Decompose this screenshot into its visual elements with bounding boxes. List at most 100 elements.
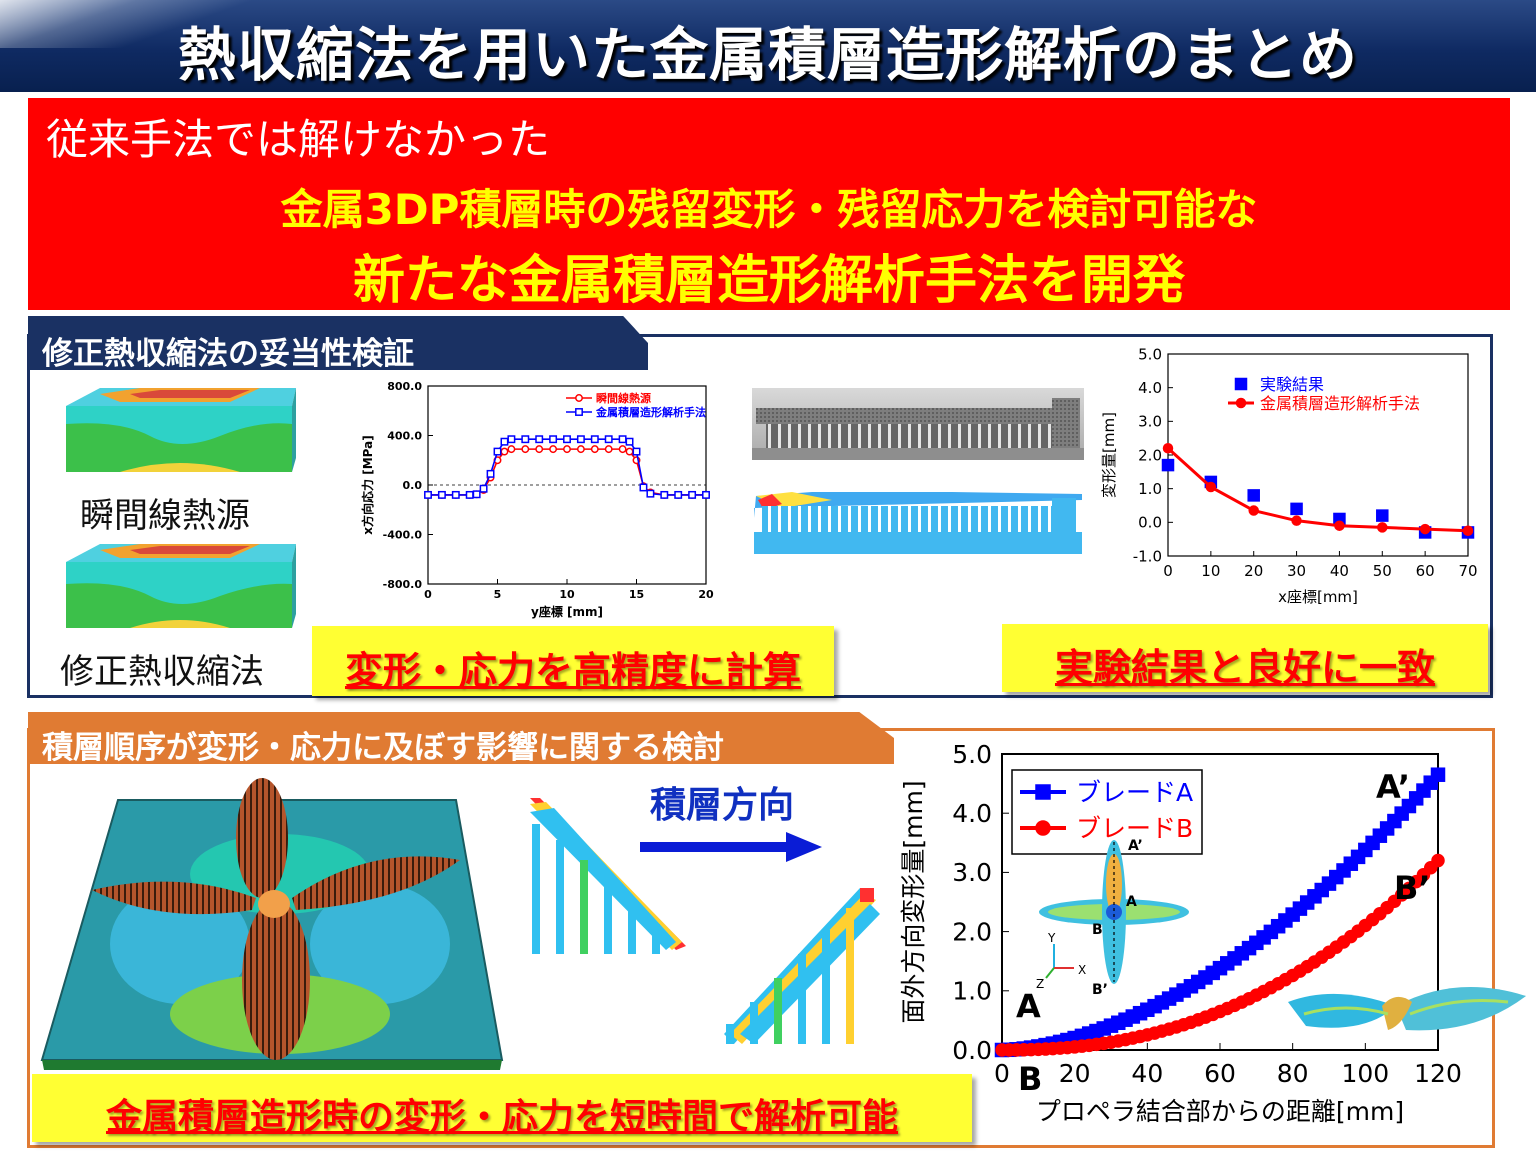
data-point — [1419, 523, 1431, 535]
data-point — [1377, 522, 1388, 533]
data-point — [1290, 502, 1303, 516]
x-tick-label: 20 — [1059, 1059, 1091, 1088]
callout-agreement: 実験結果と良好に一致 — [1002, 624, 1488, 692]
data-point — [1205, 481, 1217, 493]
data-point — [437, 490, 446, 499]
x-tick-label: 5 — [494, 588, 502, 601]
legend-marker — [1035, 820, 1051, 836]
stress-chart: 0 5 10 15 20 800.0 400.0 0.0 -400.0 -800.0 y座標 [mm… — [360, 380, 714, 619]
x-axis-label: y座標 [mm] — [531, 604, 603, 619]
fe-block-thermal-shrink — [66, 544, 296, 628]
legend-label: 瞬間線熱源 — [596, 391, 651, 405]
fe-block-line-heat — [66, 388, 296, 472]
x-tick-label: 100 — [1341, 1059, 1389, 1088]
data-point — [618, 445, 627, 454]
data-point — [451, 490, 460, 499]
y-tick-label: 4.0 — [952, 799, 992, 828]
data-point — [549, 435, 558, 444]
legend-label: ブレードB — [1076, 814, 1193, 843]
legend-marker — [1235, 397, 1247, 409]
deformed-blade-hub — [1382, 996, 1412, 1030]
data-point — [590, 435, 599, 444]
legend-marker — [575, 394, 583, 402]
data-point — [688, 490, 697, 499]
x-tick-label: 120 — [1414, 1059, 1462, 1088]
data-point — [1431, 853, 1445, 868]
data-point — [1462, 525, 1474, 536]
legend-label: ブレードA — [1076, 778, 1193, 807]
data-point — [535, 435, 544, 444]
x-tick-label: 70 — [1458, 562, 1477, 580]
data-point — [563, 445, 571, 454]
y-axis-label: 面外方向変形量[mm] — [899, 780, 928, 1023]
data-point — [576, 435, 585, 444]
y-tick-label: 800.0 — [387, 380, 422, 393]
inset-label-b-bottom: B’ — [1092, 982, 1108, 998]
section1-frame — [27, 334, 1493, 698]
y-tick-label: 5.0 — [952, 740, 992, 769]
data-point — [639, 483, 648, 492]
annotation-a-end: A’ — [1376, 768, 1410, 806]
y-tick-label: -800.0 — [383, 578, 423, 591]
propeller-fe-model — [40, 778, 504, 1070]
legend-label: 金属積層造形解析手法 — [595, 405, 706, 419]
y-tick-label: 400.0 — [387, 429, 422, 442]
data-point — [604, 435, 613, 444]
inset-axis-z — [1045, 967, 1055, 979]
y-tick-label: -1.0 — [1133, 547, 1162, 565]
annotation-b-end: B’ — [1394, 869, 1431, 907]
y-tick-label: 0.0 — [952, 1036, 992, 1065]
deformed-blade-rib-right — [1409, 999, 1509, 1016]
deformed-blade-right — [1396, 987, 1526, 1031]
layer-order-step-1 — [530, 798, 686, 954]
x-tick-label: 15 — [629, 588, 644, 601]
data-point — [632, 447, 641, 456]
data-point — [1248, 505, 1259, 516]
inset-hub — [1106, 904, 1122, 920]
annotation-a: A — [1016, 987, 1041, 1025]
banner-headline-1: 金属3DP積層時の残留変形・残留応力を検討可能な — [280, 185, 1258, 234]
banner-headline-2: 新たな金属積層造形解析手法を開発 — [352, 251, 1185, 311]
data-point — [1430, 767, 1446, 782]
x-tick-label: 10 — [559, 588, 575, 601]
x-axis-label: プロペラ結合部からの距離[mm] — [1036, 1097, 1404, 1126]
data-point — [424, 490, 432, 499]
legend-marker — [575, 408, 583, 416]
y-tick-label: 3.0 — [952, 858, 992, 887]
inset-propeller: A’ A B B’ Y X Z — [1036, 838, 1189, 998]
section1-tab: 修正熱収縮法の妥当性検証 — [28, 316, 648, 370]
callout-agreement-text: 実験結果と良好に一致 — [1054, 646, 1435, 690]
y-tick-label: 3.0 — [1138, 413, 1162, 431]
inset-label-b: B — [1092, 922, 1103, 938]
deformed-blade-image — [1288, 987, 1526, 1031]
data-point — [1247, 489, 1260, 502]
data-point — [1376, 509, 1389, 522]
data-point — [702, 490, 710, 499]
x-tick-label: 40 — [1330, 562, 1349, 580]
data-point — [576, 445, 585, 454]
series-line-2 — [1166, 447, 1469, 533]
y-tick-label: 4.0 — [1138, 379, 1162, 397]
x-axis-label: x座標[mm] — [1278, 588, 1358, 606]
data-point — [660, 490, 669, 499]
title-highlight — [0, 0, 330, 48]
inset-label-a: A — [1126, 894, 1137, 910]
y-axis-label: 変形量[mm] — [1100, 412, 1118, 498]
y-tick-label: 5.0 — [1138, 345, 1162, 363]
model-label-line-heat: 瞬間線熱源 — [80, 496, 250, 536]
page-title: 熱収縮法を用いた金属積層造形解析のまとめ — [177, 21, 1358, 89]
data-point — [472, 490, 481, 499]
data-point — [549, 445, 558, 454]
x-tick-label: 10 — [1201, 562, 1220, 580]
callout-accuracy: 変形・応力を高精度に計算 — [312, 626, 834, 696]
deformed-blade-left — [1288, 993, 1396, 1028]
data-point — [1334, 520, 1345, 531]
y-tick-label: 2.0 — [1138, 446, 1162, 464]
data-point — [486, 469, 495, 478]
x-tick-label: 60 — [1204, 1059, 1236, 1088]
callout-fast-analysis: 金属積層造形時の変形・応力を短時間で解析可能 — [32, 1074, 972, 1142]
data-point — [1161, 458, 1175, 472]
x-tick-label: 60 — [1416, 562, 1435, 580]
x-tick-label: 30 — [1287, 562, 1306, 580]
x-tick-label: 80 — [1277, 1059, 1309, 1088]
